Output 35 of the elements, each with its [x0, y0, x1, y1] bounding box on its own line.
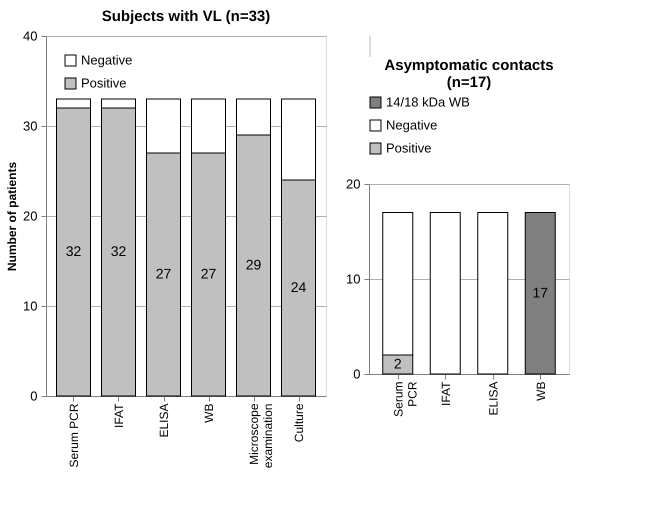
data-label: 27 — [156, 266, 172, 282]
data-label: 24 — [290, 279, 306, 295]
x-tick-label: ELISA — [486, 382, 500, 416]
data-label: 27 — [200, 266, 216, 282]
x-tick-label: Serum PCR — [67, 403, 81, 468]
x-tick-label: Serum PCR — [391, 381, 420, 417]
text: (n=17) — [446, 74, 492, 91]
legend-label: Negative — [386, 118, 438, 132]
x-tick-label: ELISA — [157, 404, 171, 438]
data-label: 2 — [394, 356, 402, 372]
x-tick-label: IFAT — [438, 380, 453, 406]
y-tick-label: 10 — [23, 298, 38, 314]
y-axis-title: Number of patients — [5, 162, 20, 272]
data-label: 17 — [532, 284, 548, 300]
y-tick-label: 0 — [30, 388, 38, 404]
y-tick-label: 40 — [23, 28, 38, 44]
legend-label: Negative — [81, 52, 132, 68]
y-tick-label: 30 — [23, 118, 38, 134]
y-tick-label: 20 — [346, 176, 360, 192]
y-tick-label: 0 — [353, 366, 360, 382]
x-tick-label: WB — [202, 404, 216, 423]
legend-label: 14/18 kDa WB — [386, 94, 470, 110]
x-tick-label: Microscope examination — [247, 403, 275, 468]
x-tick-label: IFAT — [112, 402, 126, 428]
data-label: 29 — [246, 256, 262, 272]
data-label: 32 — [110, 243, 126, 259]
y-tick-label: 20 — [23, 208, 38, 224]
legend-label: Positive — [386, 140, 432, 156]
x-tick-label: Culture — [292, 403, 306, 442]
legend-label: Positive — [81, 76, 127, 90]
text: Asymptomatic contacts — [384, 57, 554, 74]
data-label: 32 — [66, 243, 82, 259]
chart-title: Subjects with VL (n=33) — [102, 8, 270, 25]
y-tick-label: 10 — [346, 272, 360, 286]
x-tick-label: WB — [534, 382, 548, 401]
